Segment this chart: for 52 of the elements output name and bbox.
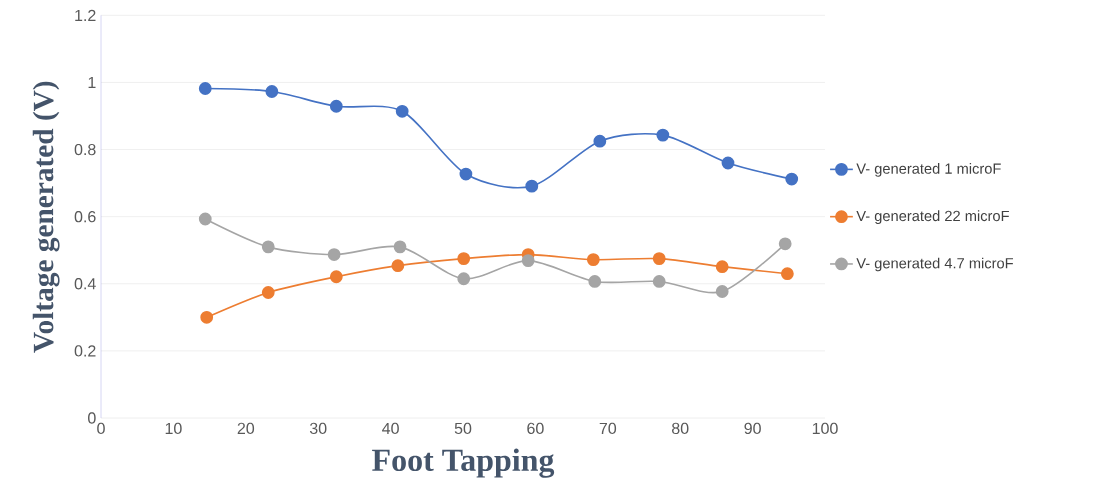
- point: [525, 179, 539, 193]
- legend-label: V- generated 22 microF: [856, 210, 1009, 225]
- x-tick-label: 40: [382, 422, 399, 435]
- legend-label: V- generated 4.7 microF: [856, 257, 1014, 272]
- point: [656, 128, 670, 142]
- point: [198, 82, 212, 95]
- point: [521, 254, 535, 268]
- point: [778, 237, 792, 251]
- x-tick-label: 50: [454, 422, 472, 435]
- x-axis-title: Foot Tapping: [372, 448, 555, 478]
- point: [780, 267, 794, 281]
- y-tick-label: 0: [88, 412, 96, 424]
- x-tick-label: 70: [599, 422, 617, 435]
- legend-label: V- generated 1 microF: [856, 163, 1001, 177]
- point: [652, 252, 666, 266]
- y-axis-title: Voltage generated (V): [32, 81, 60, 353]
- x-tick-label: 0: [97, 422, 105, 435]
- point: [265, 85, 279, 98]
- x-tick-label: 30: [309, 422, 327, 435]
- y-tick-label: 0.8: [74, 143, 96, 156]
- point: [457, 272, 471, 286]
- point: [261, 286, 275, 299]
- point: [327, 248, 341, 261]
- point: [588, 275, 602, 288]
- point: [457, 252, 471, 266]
- point: [593, 134, 607, 148]
- point: [329, 270, 343, 284]
- point: [329, 99, 343, 113]
- point: [391, 259, 405, 273]
- y-tick-label: 0.6: [74, 211, 96, 223]
- point: [393, 240, 407, 254]
- y-tick-label: 1.2: [75, 9, 96, 21]
- x-tick-label: 80: [672, 422, 689, 435]
- x-tick-label: 10: [165, 422, 182, 435]
- point: [586, 253, 600, 267]
- point: [261, 240, 275, 254]
- x-tick-label: 90: [744, 422, 761, 435]
- point: [715, 285, 729, 298]
- point: [652, 275, 666, 288]
- y-tick-label: 1: [88, 76, 96, 88]
- x-tick-label: 60: [527, 422, 544, 435]
- point: [395, 104, 409, 118]
- x-tick-label: 20: [237, 422, 255, 435]
- point: [200, 310, 214, 324]
- point: [785, 172, 799, 186]
- point: [721, 156, 735, 170]
- y-tick-label: 0.4: [74, 278, 96, 290]
- x-tick-label: 100: [812, 422, 838, 435]
- y-tick-label: 0.2: [74, 345, 96, 357]
- point: [198, 212, 212, 226]
- point: [459, 167, 473, 181]
- point: [715, 260, 729, 274]
